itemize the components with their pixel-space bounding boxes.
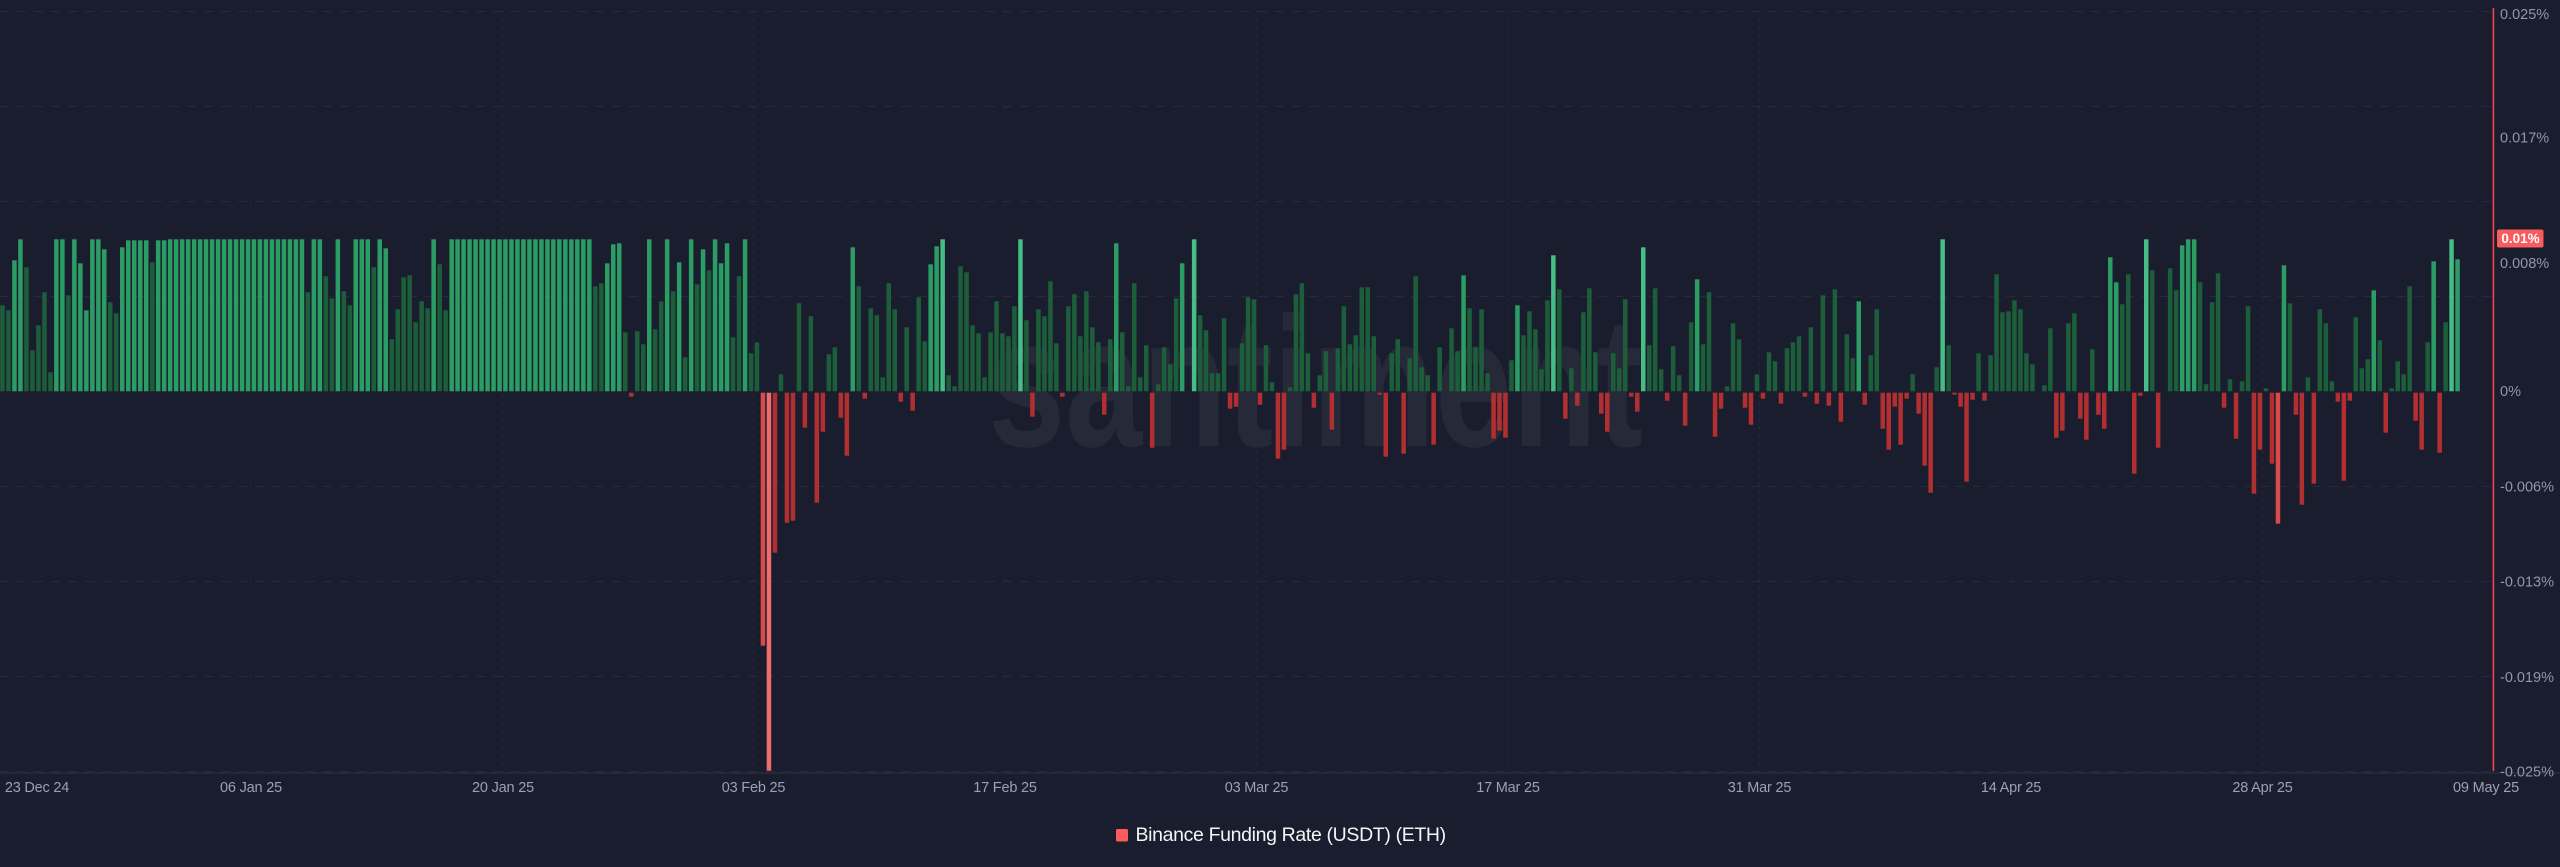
svg-text:03 Mar 25: 03 Mar 25 <box>1225 780 1289 796</box>
svg-text:17 Feb 25: 17 Feb 25 <box>973 780 1037 796</box>
svg-text:-0.013%: -0.013% <box>2500 575 2554 591</box>
svg-text:17 Mar 25: 17 Mar 25 <box>1476 780 1540 796</box>
svg-text:0%: 0% <box>2500 384 2521 400</box>
svg-text:-0.025%: -0.025% <box>2500 765 2554 781</box>
svg-text:14 Apr 25: 14 Apr 25 <box>1981 780 2041 796</box>
svg-text:-0.006%: -0.006% <box>2500 480 2554 496</box>
svg-text:20 Jan 25: 20 Jan 25 <box>472 780 534 796</box>
svg-text:03 Feb 25: 03 Feb 25 <box>722 780 786 796</box>
svg-text:09 May 25: 09 May 25 <box>2453 780 2519 796</box>
svg-text:23 Dec 24: 23 Dec 24 <box>5 780 69 796</box>
svg-text:28 Apr 25: 28 Apr 25 <box>2232 780 2292 796</box>
svg-text:Binance Funding Rate (USDT) (E: Binance Funding Rate (USDT) (ETH) <box>1136 824 1446 846</box>
svg-text:0.01%: 0.01% <box>2501 231 2539 246</box>
svg-text:31 Mar 25: 31 Mar 25 <box>1728 780 1792 796</box>
svg-text:-0.019%: -0.019% <box>2500 670 2554 686</box>
svg-text:0.025%: 0.025% <box>2500 7 2549 23</box>
svg-text:0.017%: 0.017% <box>2500 131 2549 147</box>
svg-text:0.008%: 0.008% <box>2500 256 2549 272</box>
svg-text:06 Jan 25: 06 Jan 25 <box>220 780 282 796</box>
